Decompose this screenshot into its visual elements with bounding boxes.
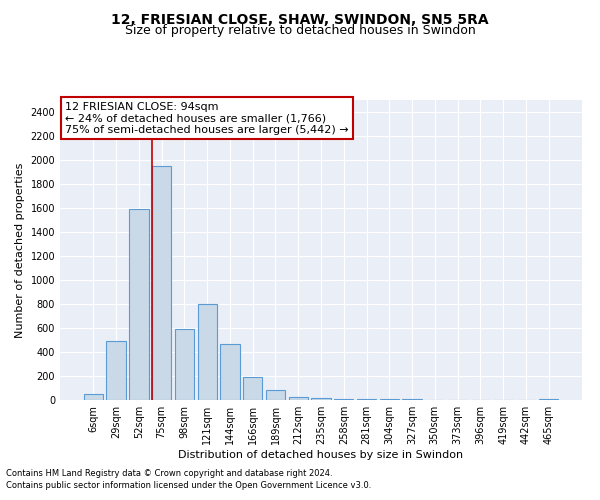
Text: Size of property relative to detached houses in Swindon: Size of property relative to detached ho…	[125, 24, 475, 37]
Bar	[311, 398, 331, 400]
Text: Contains HM Land Registry data © Crown copyright and database right 2024.: Contains HM Land Registry data © Crown c…	[6, 468, 332, 477]
Bar	[220, 344, 239, 400]
X-axis label: Distribution of detached houses by size in Swindon: Distribution of detached houses by size …	[178, 450, 464, 460]
Y-axis label: Number of detached properties: Number of detached properties	[15, 162, 25, 338]
Bar	[106, 341, 126, 400]
Bar	[197, 304, 217, 400]
Text: 12, FRIESIAN CLOSE, SHAW, SWINDON, SN5 5RA: 12, FRIESIAN CLOSE, SHAW, SWINDON, SN5 5…	[111, 12, 489, 26]
Text: 12 FRIESIAN CLOSE: 94sqm
← 24% of detached houses are smaller (1,766)
75% of sem: 12 FRIESIAN CLOSE: 94sqm ← 24% of detach…	[65, 102, 349, 134]
Bar	[266, 390, 285, 400]
Bar	[175, 329, 194, 400]
Bar	[289, 396, 308, 400]
Bar	[152, 166, 172, 400]
Bar	[84, 394, 103, 400]
Bar	[129, 209, 149, 400]
Text: Contains public sector information licensed under the Open Government Licence v3: Contains public sector information licen…	[6, 481, 371, 490]
Bar	[243, 376, 262, 400]
